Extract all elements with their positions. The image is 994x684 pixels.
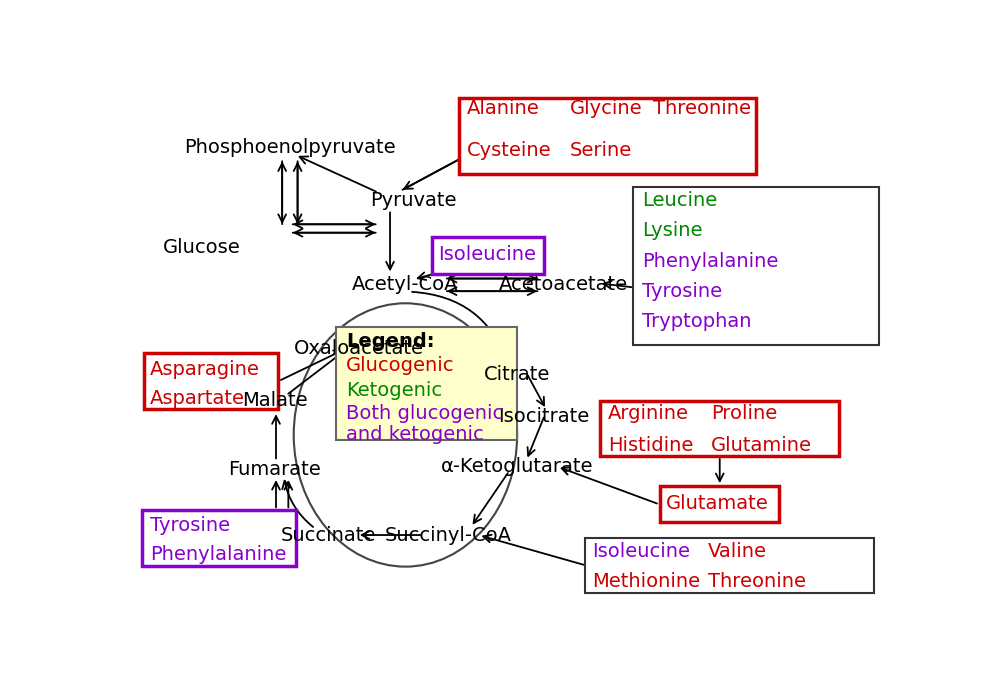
Text: Arginine: Arginine [608, 404, 689, 423]
Text: Succinate: Succinate [280, 525, 376, 544]
Text: Valine: Valine [708, 542, 767, 562]
Text: Tyrosine: Tyrosine [642, 282, 722, 301]
FancyBboxPatch shape [633, 187, 880, 345]
FancyBboxPatch shape [336, 327, 517, 440]
FancyBboxPatch shape [143, 354, 278, 408]
FancyBboxPatch shape [459, 98, 756, 174]
Text: Citrate: Citrate [484, 365, 551, 384]
Text: Methionine: Methionine [592, 572, 701, 591]
Text: Succinyl-CoA: Succinyl-CoA [385, 525, 511, 544]
Text: Glutamate: Glutamate [666, 494, 768, 513]
Text: Threonine: Threonine [708, 572, 806, 591]
Text: Histidine: Histidine [608, 436, 694, 455]
Text: Phosphoenolpyruvate: Phosphoenolpyruvate [184, 138, 396, 157]
FancyBboxPatch shape [584, 538, 874, 593]
Text: Malate: Malate [242, 391, 307, 410]
Text: Alanine: Alanine [467, 99, 540, 118]
Text: Cysteine: Cysteine [467, 141, 552, 160]
Text: Fumarate: Fumarate [228, 460, 321, 479]
Text: α-Ketoglutarate: α-Ketoglutarate [441, 457, 593, 476]
Text: Both glucogenic: Both glucogenic [346, 404, 503, 423]
Text: Phenylalanine: Phenylalanine [150, 545, 286, 564]
Text: Lysine: Lysine [642, 221, 703, 240]
Text: Isoleucine: Isoleucine [438, 246, 537, 264]
FancyBboxPatch shape [660, 486, 779, 522]
Text: Acetyl-CoA: Acetyl-CoA [352, 276, 458, 294]
Text: and ketogenic: and ketogenic [346, 425, 484, 445]
Text: Isoleucine: Isoleucine [592, 542, 691, 562]
FancyBboxPatch shape [432, 237, 544, 274]
Text: Oxaloacetate: Oxaloacetate [294, 339, 424, 358]
FancyBboxPatch shape [600, 401, 839, 456]
Text: Leucine: Leucine [642, 191, 718, 210]
Text: Glycine: Glycine [570, 99, 642, 118]
Text: Acetoacetate: Acetoacetate [499, 276, 628, 294]
FancyBboxPatch shape [142, 510, 296, 566]
Text: Tryptophan: Tryptophan [642, 312, 751, 330]
Text: Threonine: Threonine [653, 99, 751, 118]
Text: Phenylalanine: Phenylalanine [642, 252, 778, 271]
Text: Tyrosine: Tyrosine [150, 516, 230, 535]
Text: Glutamine: Glutamine [712, 436, 812, 455]
Text: Asparagine: Asparagine [150, 360, 259, 379]
Text: Serine: Serine [570, 141, 632, 160]
Text: Proline: Proline [712, 404, 777, 423]
Text: Legend:: Legend: [346, 332, 434, 351]
Text: Aspartate: Aspartate [150, 389, 245, 408]
Text: Pyruvate: Pyruvate [370, 191, 456, 210]
Text: Glucose: Glucose [162, 239, 241, 257]
Text: Glucogenic: Glucogenic [346, 356, 454, 375]
Text: Isocitrate: Isocitrate [498, 407, 589, 426]
Text: Ketogenic: Ketogenic [346, 381, 442, 399]
